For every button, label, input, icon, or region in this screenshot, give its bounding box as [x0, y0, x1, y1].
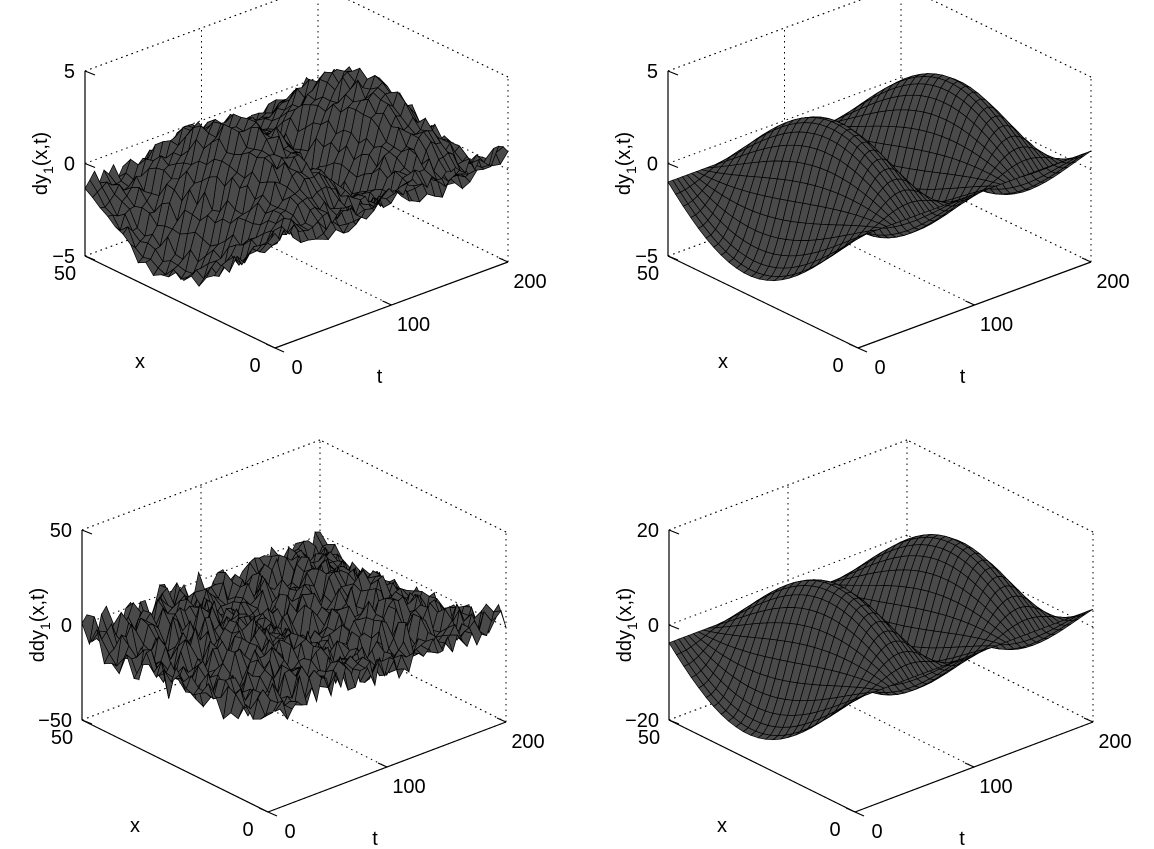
t-tick	[258, 807, 269, 813]
z-tick	[667, 255, 679, 261]
z-tick	[668, 719, 680, 725]
t-tick	[265, 343, 276, 349]
t-tick	[845, 807, 856, 813]
grid-line	[201, 212, 392, 306]
grid-line	[347, 0, 509, 78]
grid-line	[319, 439, 507, 533]
x-axis-label: x	[718, 351, 728, 373]
x-tick	[267, 811, 278, 817]
z-tick-label: 0	[64, 154, 75, 176]
z-tick-label: 0	[648, 615, 659, 637]
x-axis-label: x	[135, 351, 145, 373]
t-tick	[382, 300, 392, 306]
x-tick-label: 50	[637, 263, 659, 285]
z-axis-label: dy1(x,t)	[30, 132, 56, 195]
z-tick-label: −5	[635, 246, 658, 268]
t-tick-label: 200	[511, 731, 544, 753]
z-tick	[81, 719, 93, 725]
x-tick	[857, 347, 868, 353]
t-axis-label: t	[372, 828, 378, 849]
x-tick-label: 0	[249, 355, 260, 377]
surface-mesh	[84, 66, 509, 287]
t-tick	[377, 762, 388, 768]
chart-top-left: 0 50 0 100 200 −5 0 5 x t dy1(x,t)	[30, 0, 547, 388]
t-tick-label: 0	[871, 821, 882, 843]
z-tick	[84, 162, 96, 169]
t-tick-label: 100	[397, 314, 430, 336]
t-tick	[496, 717, 507, 723]
z-tick-label: 5	[64, 61, 75, 83]
x-axis-label: x	[130, 815, 140, 837]
x-axis-line	[667, 255, 859, 349]
t-tick-label: 100	[392, 776, 425, 798]
x-tick-label: 50	[51, 727, 73, 749]
surface-mesh	[667, 73, 1092, 282]
x-axis-line	[81, 719, 269, 813]
x-axis-line	[84, 255, 276, 349]
chart-bottom-right: 0 50 0 100 200 −20 0 20 x t ddy1(x,t)	[614, 439, 1132, 849]
t-tick-label: 200	[513, 271, 546, 293]
surface-cell	[266, 232, 281, 246]
z-tick	[668, 624, 680, 630]
x-tick-label: 0	[829, 819, 840, 841]
grid-line	[81, 439, 321, 531]
z-tick-label: −20	[625, 710, 659, 732]
x-tick-label: 50	[638, 727, 660, 749]
t-axis-label: t	[959, 828, 965, 849]
t-tick	[965, 300, 975, 306]
z-tick-label: 0	[61, 615, 72, 637]
surface-cell	[850, 234, 863, 243]
x-tick-label: 0	[832, 355, 843, 377]
x-axis-line	[668, 719, 856, 813]
grid-line	[784, 212, 975, 306]
t-axis-label: t	[377, 366, 383, 388]
x-axis-label: x	[717, 815, 727, 837]
t-tick	[964, 762, 975, 768]
t-tick-label: 0	[874, 357, 885, 379]
t-tick-label: 100	[979, 776, 1012, 798]
grid-line	[900, 169, 1092, 263]
z-axis-label: dy1(x,t)	[613, 132, 639, 195]
grid-line	[668, 439, 908, 531]
surface-cell	[260, 712, 274, 720]
chart-top-right: 0 50 0 100 200 −5 0 5 x t dy1(x,t)	[613, 0, 1130, 388]
t-tick	[498, 257, 509, 263]
t-tick	[1081, 257, 1092, 263]
grid-line	[347, 0, 509, 78]
t-tick	[1083, 717, 1094, 723]
t-tick-label: 200	[1096, 271, 1129, 293]
grid-line	[317, 169, 509, 263]
grid-line	[930, 0, 1092, 78]
x-tick-label: 50	[54, 263, 76, 285]
z-tick-label: −5	[52, 246, 75, 268]
t-tick-label: 0	[284, 821, 295, 843]
t-tick-label: 200	[1098, 731, 1131, 753]
z-tick-label: −50	[38, 710, 72, 732]
x-tick	[274, 347, 285, 353]
t-tick-label: 0	[291, 357, 302, 379]
t-axis-label: t	[960, 366, 966, 388]
grid-line	[930, 0, 1092, 78]
t-tick-label: 100	[980, 314, 1013, 336]
surface-mesh	[668, 534, 1094, 741]
z-tick	[667, 162, 679, 169]
z-tick	[667, 70, 679, 76]
z-tick-label: 0	[647, 154, 658, 176]
z-tick	[84, 70, 96, 76]
z-tick-label: 5	[647, 61, 658, 83]
grid-line	[906, 439, 1094, 533]
chart-bottom-left: 0 50 0 100 200 −50 0 50 x t ddy1(x,t)	[27, 439, 545, 849]
x-tick	[854, 811, 865, 817]
z-axis-label: ddy1(x,t)	[27, 588, 53, 662]
surface-mesh	[81, 531, 507, 721]
z-tick	[84, 255, 96, 261]
t-tick	[848, 343, 859, 349]
z-tick-label: 50	[50, 520, 72, 542]
z-axis-label: ddy1(x,t)	[614, 588, 640, 662]
x-tick-label: 0	[242, 819, 253, 841]
z-tick	[668, 529, 680, 535]
z-tick	[81, 529, 93, 535]
z-tick-label: 20	[637, 520, 659, 542]
